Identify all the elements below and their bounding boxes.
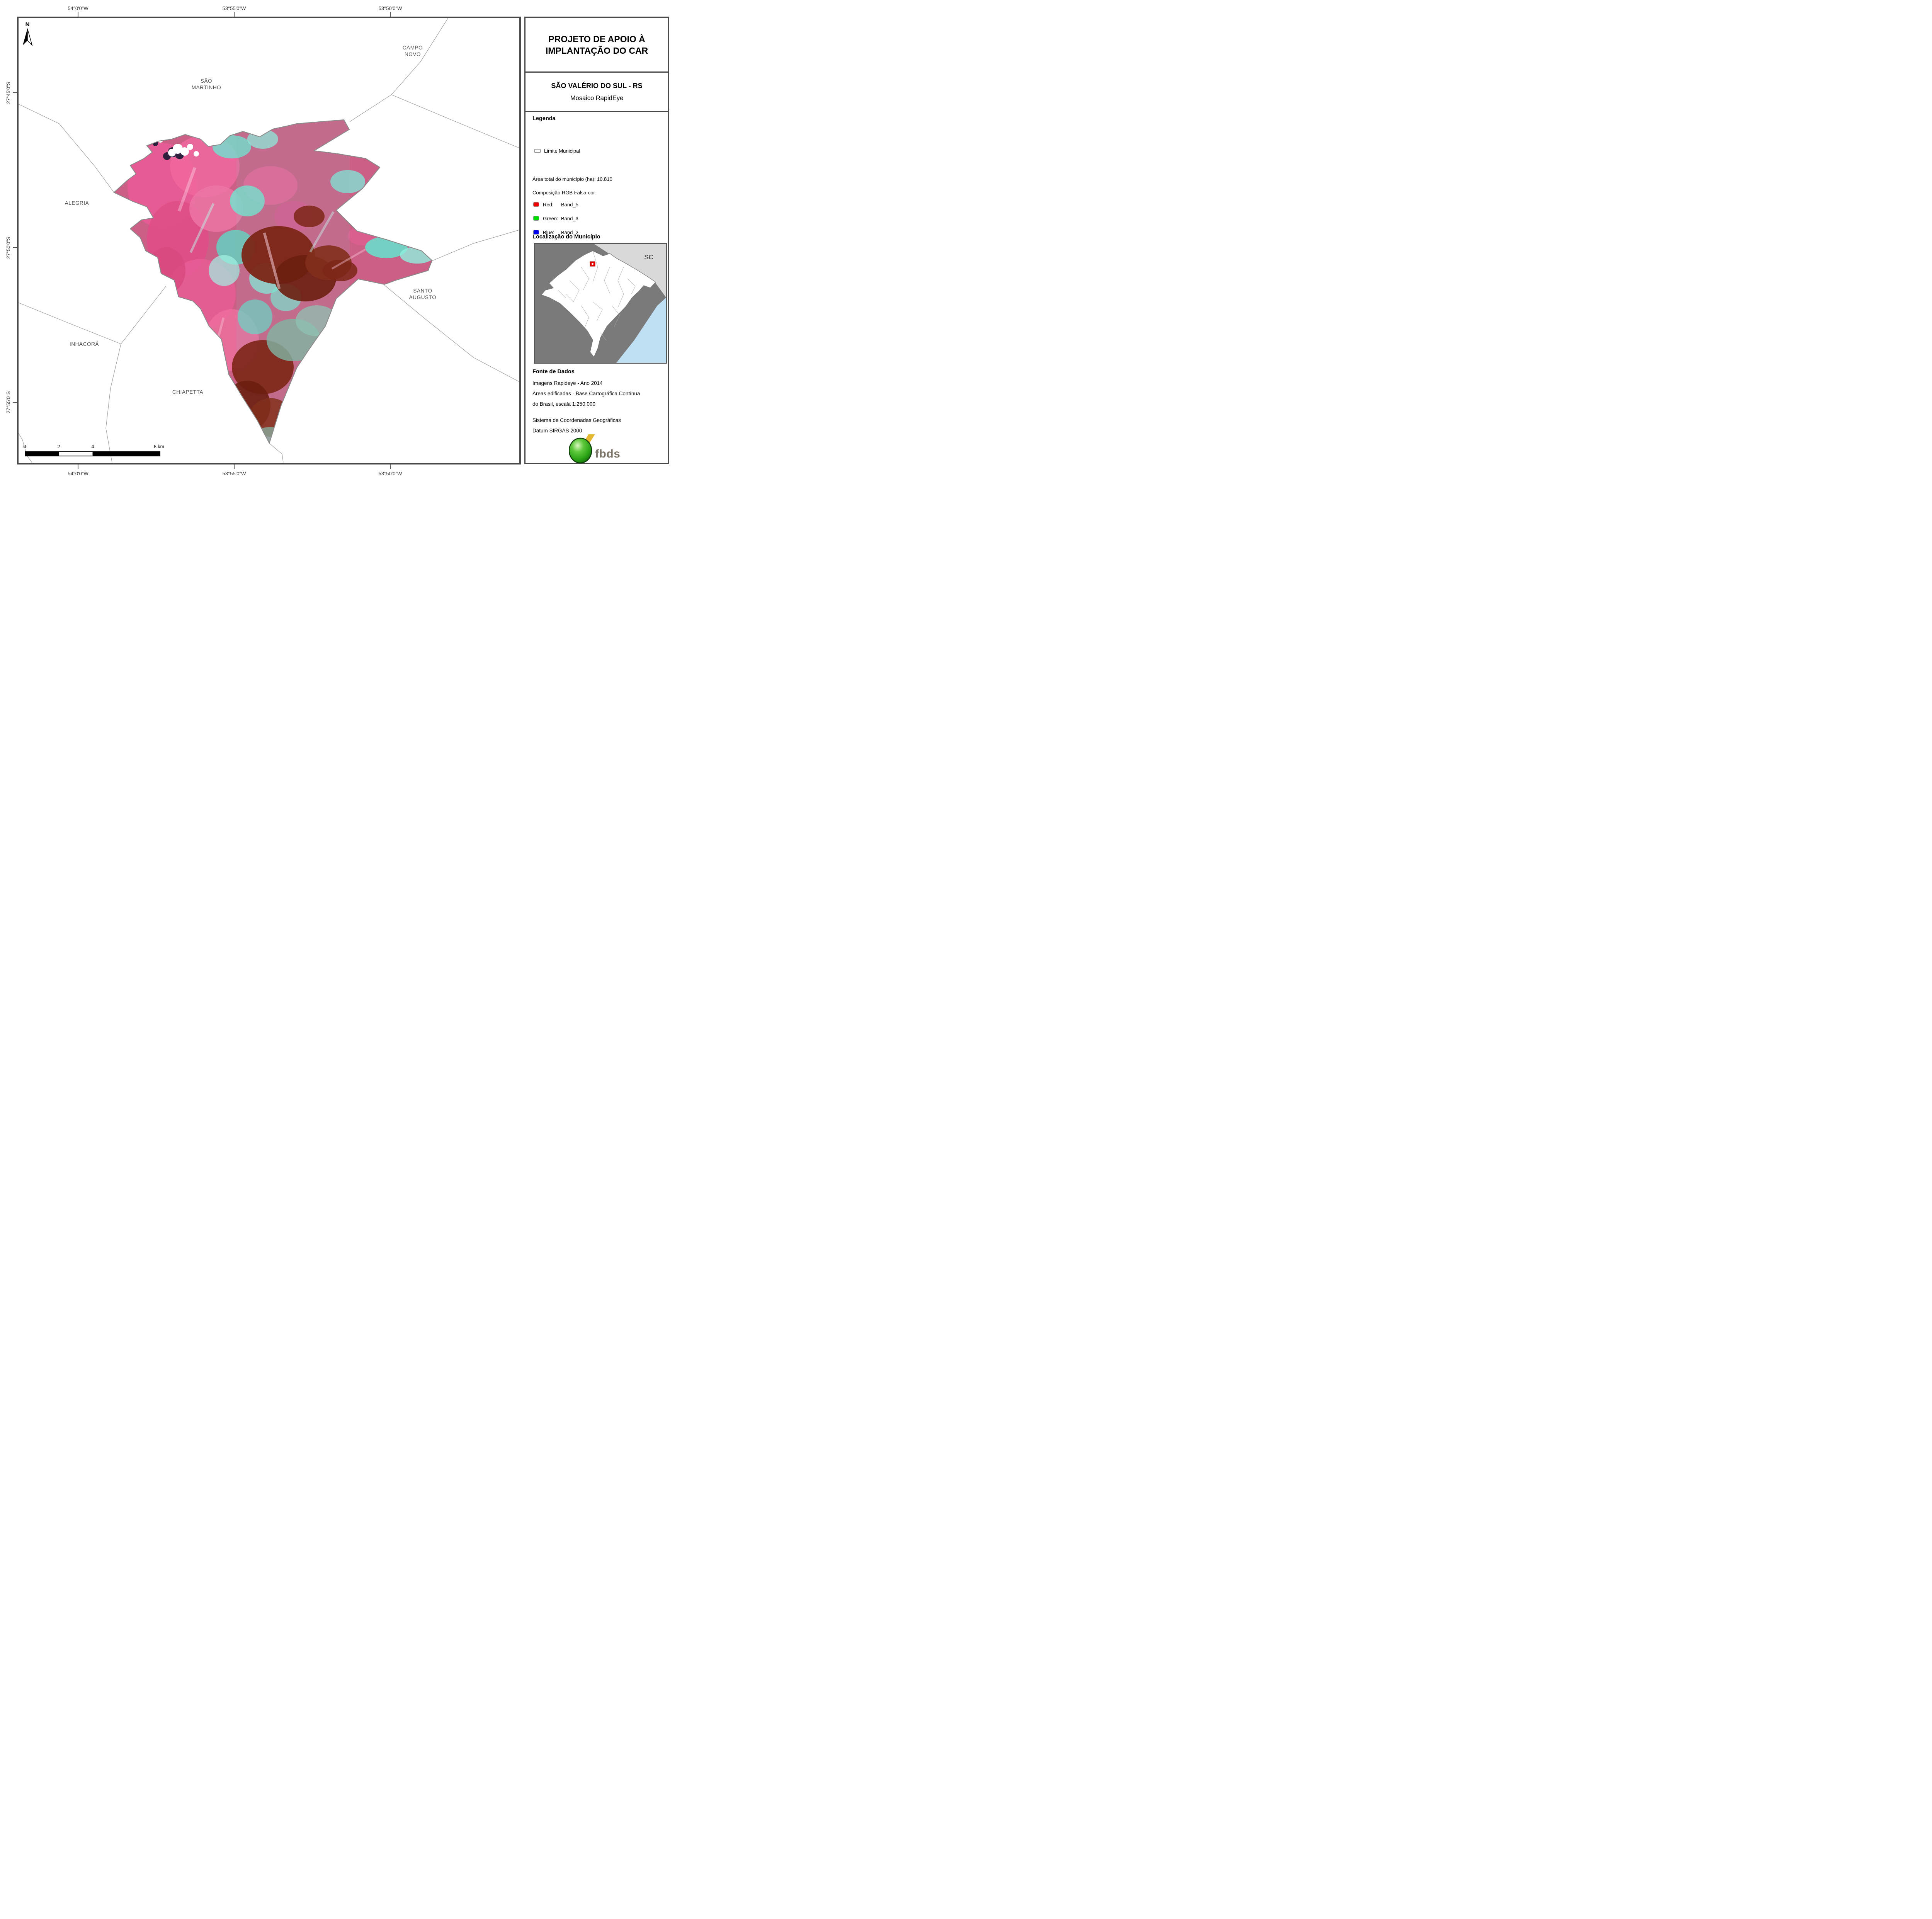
area-total-label: Área total do município (ha): 10.810 bbox=[532, 176, 612, 182]
place-label-sao-martinho-line1: SÃO bbox=[201, 78, 212, 84]
locator-sc-label: SC bbox=[644, 253, 653, 261]
composicao-label: Composição RGB Falsa-cor bbox=[532, 190, 595, 196]
x-label-top-5355w: 53°55'0"W bbox=[223, 5, 246, 11]
municipality-title: SÃO VALÉRIO DO SUL - RS bbox=[551, 82, 643, 90]
locator-sc-state bbox=[594, 244, 666, 298]
scale-tick-4: 4 bbox=[92, 444, 94, 449]
limite-municipal-swatch bbox=[534, 149, 541, 153]
red-band-name: Band_5 bbox=[561, 202, 578, 208]
place-label-santo-augusto-line1: SANTO bbox=[413, 288, 432, 294]
place-label-sao-martinho-line2: MARTINHO bbox=[192, 85, 221, 90]
main-map-canvas: CAMPO NOVO SÃO MARTINHO ALEGRIA SANTO AU… bbox=[5, 5, 521, 476]
green-band-name: Band_3 bbox=[561, 216, 578, 221]
fonte-line-2: Áreas edificadas - Base Cartográfica Con… bbox=[532, 391, 640, 396]
place-label-campo-novo-line1: CAMPO bbox=[403, 45, 423, 51]
x-label-bottom-5355w: 53°55'0"W bbox=[223, 471, 246, 476]
fonte-lines: Imagens Rapideye - Ano 2014 Áreas edific… bbox=[532, 378, 640, 409]
y-label-2750s: 27°50'0"S bbox=[5, 236, 11, 259]
crs-lines: Sistema de Coordenadas Geográficas Datum… bbox=[532, 415, 621, 436]
page-title-line2: IMPLANTAÇÃO DO CAR bbox=[545, 45, 648, 56]
satellite-mosaic-patches bbox=[114, 120, 432, 443]
scale-tick-0: 0 bbox=[24, 444, 26, 449]
scale-tick-8km: 8 km bbox=[154, 444, 164, 449]
x-label-top-5350w: 53°50'0"W bbox=[379, 5, 402, 11]
map-frame-border bbox=[17, 17, 521, 464]
limite-municipal-label: Limite Municipal bbox=[544, 148, 580, 154]
blue-band-swatch bbox=[533, 230, 539, 235]
locator-ocean bbox=[616, 298, 666, 363]
red-band-swatch bbox=[533, 202, 539, 207]
green-band-swatch bbox=[533, 216, 539, 221]
locator-svg: SC bbox=[535, 244, 666, 363]
fonte-line-1: Imagens Rapideye - Ano 2014 bbox=[532, 380, 603, 386]
graticule-ticks bbox=[13, 12, 391, 469]
municipality-raster bbox=[113, 119, 433, 444]
localizacao-header: Localização do Município bbox=[532, 234, 600, 240]
green-channel-label: Green: bbox=[543, 216, 558, 221]
product-subtitle: Mosaico RapidEye bbox=[570, 94, 624, 102]
graticule-labels: 54°0'0"W 53°55'0"W 53°50'0"W 54°0'0"W 53… bbox=[5, 5, 402, 476]
map-layout-page: CAMPO NOVO SÃO MARTINHO ALEGRIA SANTO AU… bbox=[0, 0, 678, 480]
blue-band-name: Band_2 bbox=[561, 230, 578, 235]
red-channel-label: Red: bbox=[543, 202, 554, 208]
locator-inset-map: SC bbox=[534, 243, 667, 364]
x-label-top-54w: 54°0'0"W bbox=[68, 5, 88, 11]
subtitle-block: SÃO VALÉRIO DO SUL - RS Mosaico RapidEye bbox=[526, 73, 668, 112]
fbds-logo-graphic bbox=[568, 429, 596, 464]
neighbor-boundaries bbox=[19, 18, 519, 463]
fonte-line-3: do Brasil, escala 1:250.000 bbox=[532, 401, 595, 407]
locator-rs-state bbox=[541, 250, 656, 358]
info-panel: PROJETO DE APOIO À IMPLANTAÇÃO DO CAR SÃ… bbox=[524, 17, 669, 464]
north-arrow-n-label: N bbox=[26, 21, 30, 28]
fbds-logo: fbds bbox=[568, 429, 638, 464]
x-label-bottom-54w: 54°0'0"W bbox=[68, 471, 88, 476]
logo-green-sphere bbox=[568, 437, 592, 464]
y-label-2755s: 27°55'0"S bbox=[5, 391, 11, 413]
legend-header: Legenda bbox=[532, 116, 556, 122]
north-arrow-icon: N bbox=[23, 21, 33, 46]
place-label-campo-novo-line2: NOVO bbox=[405, 51, 421, 57]
municipality-limit-outline bbox=[113, 119, 433, 444]
municipality-marker-dot bbox=[592, 263, 594, 265]
blue-channel-label: Blue: bbox=[543, 230, 554, 235]
fbds-logo-text: fbds bbox=[595, 447, 621, 460]
page-title-line1: PROJETO DE APOIO À bbox=[548, 34, 645, 44]
y-label-2745s: 27°45'0"S bbox=[5, 82, 11, 104]
title-block: PROJETO DE APOIO À IMPLANTAÇÃO DO CAR bbox=[526, 18, 668, 73]
place-label-chiapetta: CHIAPETTA bbox=[172, 389, 203, 395]
scale-tick-2: 2 bbox=[58, 444, 60, 449]
scale-bar: 0 2 4 8 km bbox=[24, 444, 164, 456]
locator-municipal-lines bbox=[558, 250, 636, 341]
place-label-alegria: ALEGRIA bbox=[65, 200, 89, 206]
crs-line-2: Datum SIRGAS 2000 bbox=[532, 428, 582, 434]
crs-line-1: Sistema de Coordenadas Geográficas bbox=[532, 417, 621, 423]
place-labels: CAMPO NOVO SÃO MARTINHO ALEGRIA SANTO AU… bbox=[65, 45, 437, 395]
fonte-header: Fonte de Dados bbox=[532, 369, 575, 375]
x-label-bottom-5350w: 53°50'0"W bbox=[379, 471, 402, 476]
place-label-santo-augusto-line2: AUGUSTO bbox=[409, 294, 437, 300]
place-label-inhacora: INHACORÁ bbox=[70, 341, 99, 347]
